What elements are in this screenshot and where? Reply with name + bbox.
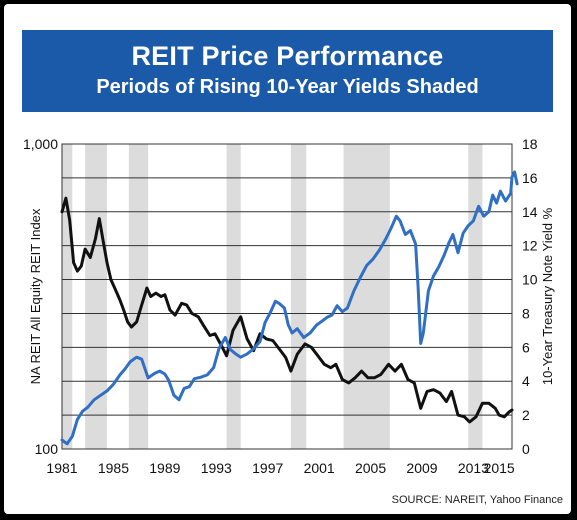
- y-right-tick-label: 12: [522, 238, 538, 254]
- y-right-tick-label: 6: [522, 339, 530, 355]
- y-right-axis-label: 10-Year Treasury Note Yield %: [540, 207, 555, 385]
- treasury-yield-line: [60, 196, 514, 424]
- y-right-tick-label: 4: [522, 373, 530, 389]
- x-tick-label: 2001: [304, 460, 335, 476]
- y-left-tick-label: 1,000: [23, 136, 58, 152]
- y-right-tick-label: 8: [522, 305, 530, 321]
- y-right-tick-label: 18: [522, 136, 538, 152]
- source-note: SOURCE: NAREIT, Yahoo Finance: [391, 494, 563, 506]
- x-tick-label: 1985: [98, 460, 129, 476]
- x-tick-label: 2009: [406, 460, 437, 476]
- shaded-period: [290, 144, 307, 449]
- x-tick-label: 2015: [484, 460, 515, 476]
- y-left-tick-label: 100: [35, 441, 59, 457]
- x-tick-label: 2013: [458, 460, 489, 476]
- x-tick-label: 1989: [149, 460, 180, 476]
- y-right-tick-label: 10: [522, 272, 538, 288]
- chart-title: REIT Price Performance: [131, 41, 444, 71]
- shaded-period: [62, 144, 73, 449]
- y-right-tick-label: 16: [522, 170, 538, 186]
- y-right-tick-label: 2: [522, 407, 530, 423]
- x-tick-label: 1997: [252, 460, 283, 476]
- plot-frame: [61, 143, 513, 450]
- title-banner: REIT Price Performance Periods of Rising…: [22, 30, 553, 112]
- y-right-tick-label: 14: [522, 204, 538, 220]
- x-tick-label: 1993: [201, 460, 232, 476]
- x-tick-label: 2005: [355, 460, 386, 476]
- shaded-period: [85, 144, 107, 449]
- reit-index-line: [60, 170, 519, 446]
- chart-subtitle: Periods of Rising 10-Year Yields Shaded: [96, 76, 479, 98]
- shaded-period: [128, 144, 149, 449]
- shaded-period: [468, 144, 483, 449]
- y-right-tick-label: 0: [522, 441, 530, 457]
- shaded-period: [226, 144, 241, 449]
- x-tick-label: 1981: [46, 460, 77, 476]
- y-left-axis-label: NA REIT All Equity REIT Index: [28, 208, 43, 384]
